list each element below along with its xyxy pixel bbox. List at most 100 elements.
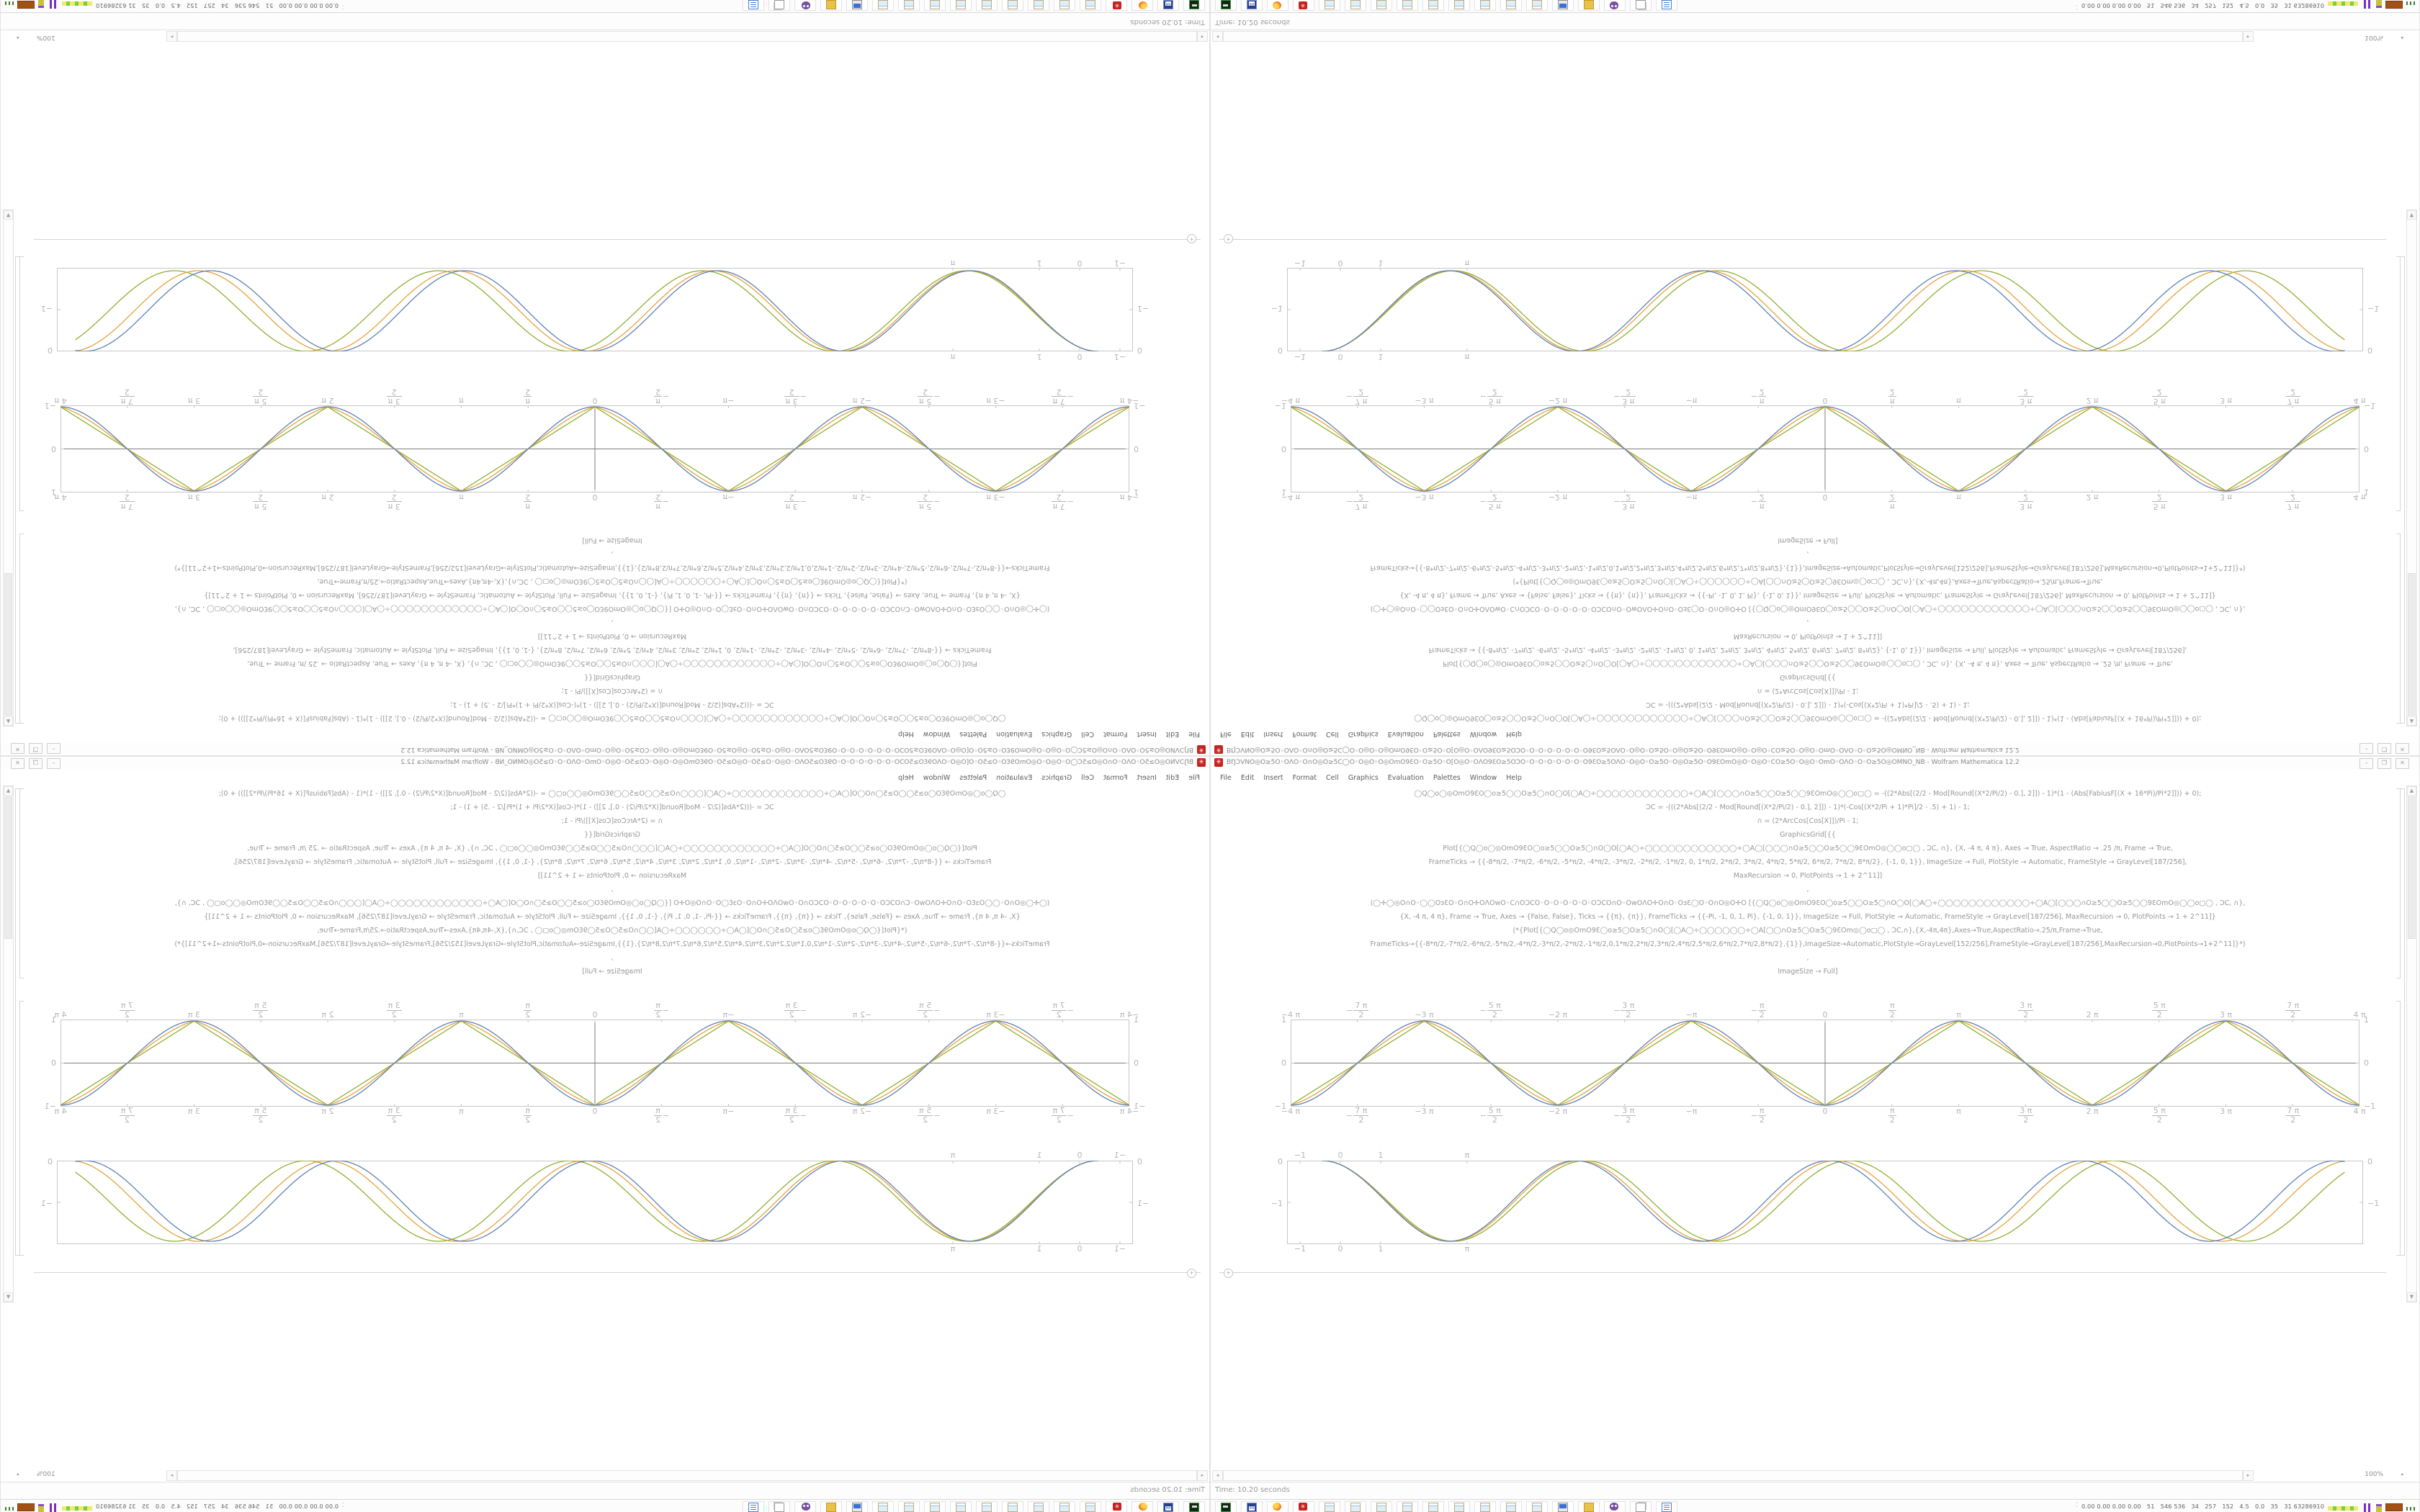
input-cell-1-line-4[interactable]: GraphicsGrid[{{ [584,673,640,681]
vertical-scrollbar[interactable]: ▲ ▼ [2406,210,2417,726]
cell-bracket-input[interactable] [19,534,24,724]
input-cell-1-line-6[interactable]: FrameTicks → {{-8*π/2, -7*π/2, -6*π/2, -… [1428,646,2187,654]
scroll-left-icon[interactable]: ◂ [1212,31,1223,42]
menu-item-insert[interactable]: Insert [1263,774,1283,782]
menu-item-window[interactable]: Window [1469,774,1497,782]
taskbar-button-monitor[interactable] [1552,0,1574,11]
taskbar-button-notebook[interactable] [1319,0,1340,11]
taskbar-button-notebook[interactable] [872,0,894,11]
taskbar-button-notebook[interactable] [898,1501,920,1512]
input-cell-1-line-7[interactable]: MaxRecursion → 0, PlotPoints → 1 + 2^11]… [1733,632,1883,640]
cell-separator-comma[interactable]: , [1806,886,1809,894]
input-cell-1-line-1[interactable]: ◯Q◯o◯◎OmO9ƐO◯o≥5◯◯O≥5◯∩O◯O[◯A◯÷◯◯◯◯◯◯◯◯◯… [218,714,1006,722]
taskbar-button-notebook[interactable] [1526,0,1548,11]
taskbar-button-notebook[interactable] [976,1501,998,1512]
horizontal-scroll-track[interactable] [177,31,1197,42]
magnification-stepper-icon[interactable]: ▴ [2401,1471,2403,1477]
taskbar-button-firefox[interactable] [1131,1501,1153,1512]
taskbar-button-file[interactable] [743,1501,764,1512]
horizontal-scroll-track[interactable] [177,1470,1197,1481]
menu-item-help[interactable]: Help [1506,774,1522,782]
input-cell-2-line-3[interactable]: (*{Plot[{◯Q◯o◎OmO9Ɛ◯o≥5◯O≥5◯∩O◯[◯A◯÷◯◯◯◯… [317,577,908,585]
taskbar-button-file[interactable] [1656,1501,1677,1512]
taskbar-button-notebook[interactable] [1054,0,1075,11]
taskbar-button-notebook[interactable] [976,0,998,11]
restore-button[interactable]: ❐ [2378,758,2391,769]
cell-bracket-input[interactable] [19,788,24,978]
horizontal-scrollbar-row[interactable]: ◂ ▸ 100% ▴ [1,1468,1209,1482]
minimize-button[interactable]: – [2360,758,2373,769]
input-cell-1-line-6[interactable]: FrameTicks → {{-8*π/2, -7*π/2, -6*π/2, -… [1428,858,2187,866]
notebook-content[interactable]: ◯Q◯o◯◎OmO9ƐO◯o≥5◯◯O≥5◯∩O◯O[◯A◯÷◯◯◯◯◯◯◯◯◯… [1211,783,2419,1468]
notebook-content[interactable]: ◯Q◯o◯◎OmO9ƐO◯o≥5◯◯O≥5◯∩O◯O[◯A◯÷◯◯◯◯◯◯◯◯◯… [1,44,1209,729]
input-cell-2-line-3[interactable]: (*{Plot[{◯Q◯o◎OmO9Ɛ◯o≥5◯O≥5◯∩O◯[◯A◯÷◯◯◯◯… [1512,577,2103,585]
horizontal-scroll-track[interactable] [1223,31,2243,42]
taskbar-button-documents[interactable] [768,1501,790,1512]
magnification-stepper-icon[interactable]: ▴ [17,1471,19,1477]
window-titlebar[interactable]: ✳ BŊƆVNO◎O≥5O◦OΛO◦O∩O◎O≥5C◯O◦O◎O◦O◎OmO9Ɛ… [1211,757,2419,769]
input-cell-1-line-5[interactable]: Plot[{◯Q◯o◯◎OmO9ƐO◯o≥5◯◯O≥5◯∩O◯O[◯A◯÷◯◯◯… [1443,660,2173,667]
code-cells[interactable]: ◯Q◯o◯◎OmO9ƐO◯o≥5◯◯O≥5◯∩O◯O[◯A◯÷◯◯◯◯◯◯◯◯◯… [44,787,1180,978]
input-cell-1-line-4[interactable]: GraphicsGrid[{{ [1780,673,1836,681]
cell-insertion-bar[interactable]: + [1219,1269,2386,1278]
taskbar-button-firefox[interactable] [1131,0,1153,11]
cell-separator-comma[interactable]: , [611,954,614,962]
code-cells[interactable]: ◯Q◯o◯◎OmO9ƐO◯o≥5◯◯O≥5◯∩O◯O[◯A◯÷◯◯◯◯◯◯◯◯◯… [44,534,1180,725]
close-button[interactable]: ✕ [2396,758,2409,769]
restore-button[interactable]: ❐ [2378,743,2391,754]
input-cell-1-line-5[interactable]: Plot[{◯Q◯o◯◎OmO9ƐO◯o≥5◯◯O≥5◯∩O◯O[◯A◯÷◯◯◯… [247,660,977,667]
input-cell-2-line-3[interactable]: (*{Plot[{◯Q◯o◎OmO9Ɛ◯o≥5◯O≥5◯∩O◯[◯A◯÷◯◯◯◯… [1512,927,2103,935]
input-cell-2-line-3[interactable]: (*{Plot[{◯Q◯o◎OmO9Ɛ◯o≥5◯O≥5◯∩O◯[◯A◯÷◯◯◯◯… [317,927,908,935]
taskbar-button-terminal[interactable] [1215,1501,1237,1512]
taskbar-button-mathematica[interactable]: ✳ [1106,0,1127,11]
cell-insert-plus-icon[interactable]: + [1187,1269,1196,1278]
scroll-right-icon[interactable]: ▸ [2243,31,2254,42]
scroll-left-icon[interactable]: ◂ [1197,1470,1208,1481]
taskbar-button-mathematica[interactable]: ✳ [1106,1501,1127,1512]
magnification-value[interactable]: 100% [2365,34,2383,41]
taskbar-button-terminal[interactable] [1183,1501,1205,1512]
taskbar-button-notebook[interactable] [924,1501,946,1512]
window-titlebar[interactable]: ✳ BŊƆVNO◎O≥5O◦OΛO◦O∩O◎O≥5C◯O◦O◎O◦O◎OmO9Ɛ… [1,757,1209,769]
taskbar-button-notebook[interactable] [1371,1501,1392,1512]
taskbar-button-notebook[interactable] [1028,0,1049,11]
taskbar-button-notebook[interactable] [950,0,972,11]
taskbar-button-notebook[interactable] [1397,0,1418,11]
taskbar-button-firefox[interactable] [1267,0,1289,11]
cell-bracket-input[interactable] [2396,788,2401,978]
taskbar-button-documents[interactable] [1630,0,1652,11]
input-cell-2-line-4[interactable]: FrameTicks→{{-8*π/2,-7*π/2,-6*π/2,-5*π/2… [1370,940,2246,948]
vertical-scroll-thumb[interactable] [2408,573,2416,716]
taskbar-button-notebook[interactable] [1080,0,1101,11]
taskbar-button-monitor[interactable] [846,1501,868,1512]
input-cell-1-line-4[interactable]: GraphicsGrid[{{ [584,831,640,839]
input-cell-2-line-4[interactable]: FrameTicks→{{-8*π/2,-7*π/2,-6*π/2,-5*π/2… [1370,564,2246,572]
vertical-scroll-thumb[interactable] [4,796,12,939]
cell-separator-comma[interactable]: , [1806,550,1809,558]
vertical-scrollbar[interactable]: ▲ ▼ [3,210,14,726]
taskbar-button-documents[interactable] [1630,1501,1652,1512]
input-cell-2-line-4[interactable]: FrameTicks→{{-8*π/2,-7*π/2,-6*π/2,-5*π/2… [174,564,1050,572]
taskbar-button-notebook[interactable] [1028,1501,1049,1512]
cell-bracket-group[interactable] [15,788,19,1256]
imagesize-option-line[interactable]: ImageSize → Full] [1778,536,1838,544]
taskbar-button-file[interactable] [743,0,764,11]
input-cell-1-line-3[interactable]: ∩ = (2*ArcCos[Cos[X]])/Pi - 1; [1757,817,1859,825]
taskbar-button-notebook[interactable] [1319,1501,1340,1512]
scroll-right-icon[interactable]: ▸ [2243,1470,2254,1481]
minimize-button[interactable]: – [47,758,60,769]
taskbar-button-notebook[interactable] [898,0,920,11]
input-cell-1-line-1[interactable]: ◯Q◯o◯◎OmO9ƐO◯o≥5◯◯O≥5◯∩O◯O[◯A◯÷◯◯◯◯◯◯◯◯◯… [218,790,1006,798]
input-cell-2-line-1[interactable]: (◯✛◯◎O∩O◦◯◯OɜƐO◦O∩O✛OΛOwO◦C∩OƆCO◦O◦O◦O◦O… [174,899,1050,907]
taskbar-button-notebook[interactable] [1002,0,1023,11]
input-cell-1-line-2[interactable]: ƆC = -(((2*Abs[(2/2 - Mod[Round[(X*2/Pi/… [1646,804,1970,811]
vertical-scroll-thumb[interactable] [4,573,12,716]
taskbar-button-notebook[interactable] [1422,1501,1444,1512]
scroll-right-icon[interactable]: ▸ [166,31,177,42]
taskbar-button-monitor[interactable] [846,0,868,11]
notebook-content[interactable]: ◯Q◯o◯◎OmO9ƐO◯o≥5◯◯O≥5◯∩O◯O[◯A◯÷◯◯◯◯◯◯◯◯◯… [1,783,1209,1468]
